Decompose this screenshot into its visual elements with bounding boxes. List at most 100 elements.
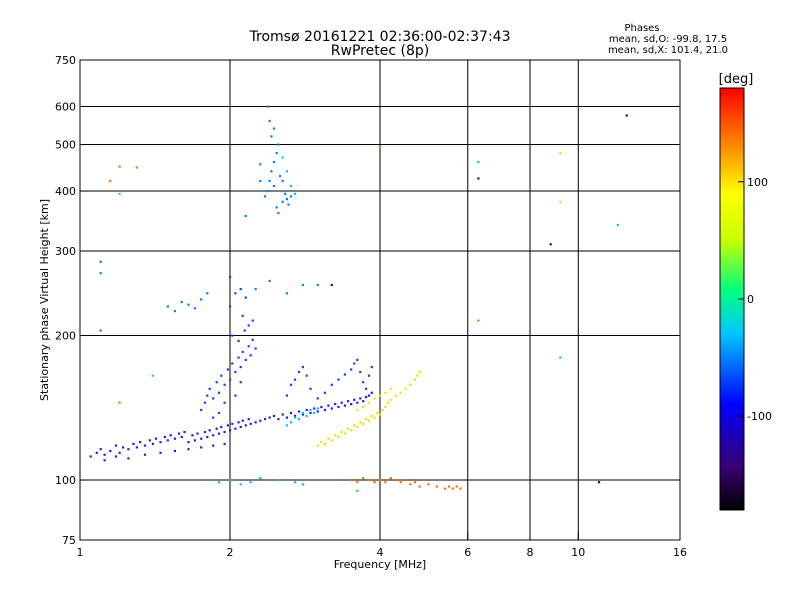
data-point — [187, 441, 190, 444]
data-point — [353, 424, 356, 427]
colorbar-ticks: 100 0 -100 — [738, 176, 772, 423]
data-point — [323, 408, 326, 412]
data-point — [229, 429, 232, 432]
data-point — [384, 481, 387, 484]
data-point — [316, 407, 319, 410]
data-point — [229, 378, 232, 381]
data-point — [409, 383, 412, 386]
data-point — [272, 184, 276, 188]
data-point — [459, 487, 462, 490]
data-point — [356, 481, 359, 484]
data-point — [356, 425, 359, 429]
data-point — [330, 407, 333, 410]
data-point — [266, 190, 269, 193]
data-point — [118, 451, 121, 454]
data-point — [316, 444, 319, 447]
data-point — [285, 170, 288, 173]
data-point — [297, 370, 301, 374]
y-tick-label: 400 — [55, 185, 76, 198]
data-point — [212, 397, 215, 400]
data-point — [247, 345, 250, 348]
data-point — [249, 354, 252, 357]
data-point — [559, 200, 562, 203]
data-point — [226, 368, 229, 371]
data-point — [370, 366, 373, 369]
data-point — [226, 424, 229, 427]
data-point — [289, 383, 293, 386]
data-point — [387, 401, 390, 404]
data-point — [259, 419, 262, 422]
data-point — [118, 401, 121, 404]
data-point — [223, 383, 226, 386]
data-point — [263, 195, 267, 198]
data-point — [334, 434, 337, 437]
data-point — [206, 435, 209, 439]
data-point — [323, 391, 326, 394]
data-point — [132, 442, 135, 445]
data-point — [365, 395, 368, 399]
data-point — [237, 421, 240, 424]
data-point — [118, 165, 121, 168]
data-point — [206, 394, 209, 397]
data-point — [373, 416, 376, 419]
data-point — [373, 481, 376, 484]
data-point — [389, 477, 392, 480]
data-point — [343, 432, 346, 435]
data-point — [356, 358, 359, 361]
data-point — [277, 143, 280, 146]
data-point — [196, 432, 199, 435]
data-point — [203, 430, 206, 434]
data-point — [268, 179, 271, 183]
y-tick-label: 600 — [55, 101, 76, 114]
data-point — [178, 432, 181, 435]
data-point — [359, 397, 362, 400]
data-point — [305, 414, 308, 418]
data-point — [381, 408, 384, 412]
data-point — [427, 483, 430, 486]
data-point — [148, 439, 151, 442]
data-point — [272, 127, 276, 130]
data-point — [327, 437, 330, 440]
data-point — [249, 422, 252, 425]
data-point — [259, 163, 262, 166]
data-point — [293, 416, 297, 419]
data-point — [183, 430, 186, 434]
data-point — [367, 401, 371, 404]
data-point — [409, 483, 412, 486]
data-point — [208, 429, 211, 432]
data-point — [220, 425, 223, 429]
data-point — [367, 374, 371, 377]
data-point — [289, 195, 293, 198]
data-point — [143, 444, 147, 447]
data-point — [285, 292, 288, 295]
data-point — [237, 339, 240, 342]
data-point — [418, 370, 421, 374]
data-point — [451, 487, 454, 490]
data-point — [559, 356, 562, 359]
data-point — [343, 404, 346, 407]
data-point — [279, 175, 282, 178]
data-point — [247, 324, 250, 327]
x-tick-label: 10 — [571, 546, 585, 559]
colorbar-tick-label: 100 — [747, 176, 768, 189]
data-point — [359, 370, 362, 374]
data-point — [217, 481, 221, 484]
data-point — [334, 403, 337, 406]
data-point — [316, 410, 319, 413]
data-point — [394, 394, 397, 397]
data-point — [159, 451, 162, 454]
data-point — [212, 444, 215, 447]
data-point — [244, 214, 247, 218]
data-point — [285, 424, 288, 427]
data-point — [289, 421, 293, 424]
data-point — [154, 437, 158, 440]
x-axis-ticks: 1 2 4 6 8 10 16 — [77, 532, 687, 559]
data-point — [139, 441, 142, 444]
y-tick-label: 750 — [55, 54, 76, 67]
data-point — [99, 260, 102, 263]
data-point — [200, 446, 203, 449]
data-point — [309, 387, 312, 390]
data-point — [373, 397, 376, 400]
data-point — [353, 398, 356, 401]
data-point — [305, 408, 308, 412]
